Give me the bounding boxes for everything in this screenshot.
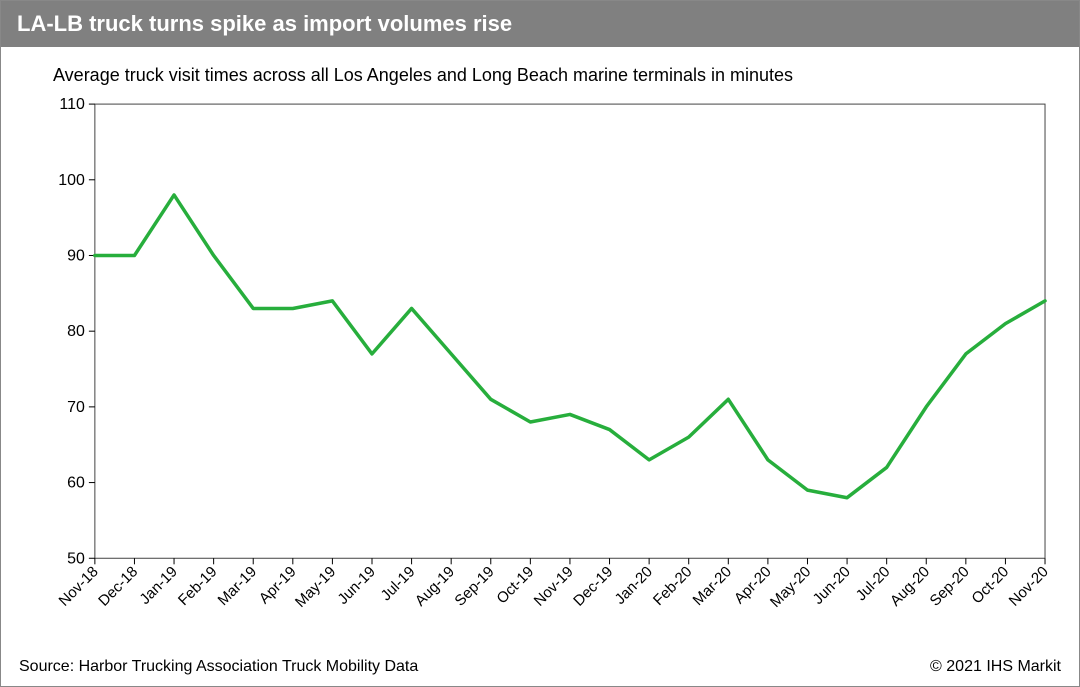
svg-text:Dec-19: Dec-19 <box>570 563 616 610</box>
svg-text:60: 60 <box>67 474 85 492</box>
svg-text:Nov-18: Nov-18 <box>56 563 102 610</box>
svg-text:Nov-20: Nov-20 <box>1006 563 1052 610</box>
svg-text:Feb-19: Feb-19 <box>175 563 220 609</box>
svg-text:Aug-19: Aug-19 <box>412 563 458 610</box>
svg-text:Jun-19: Jun-19 <box>334 563 378 608</box>
svg-text:Aug-20: Aug-20 <box>887 563 933 610</box>
svg-text:Jun-20: Jun-20 <box>810 563 854 608</box>
svg-text:Mar-19: Mar-19 <box>215 563 260 609</box>
svg-text:Mar-20: Mar-20 <box>690 563 735 609</box>
copyright-text: © 2021 IHS Markit <box>930 658 1061 676</box>
svg-text:Nov-19: Nov-19 <box>531 563 577 610</box>
svg-text:Oct-20: Oct-20 <box>969 563 1013 607</box>
source-text: Source: Harbor Trucking Association Truc… <box>19 658 418 676</box>
svg-text:70: 70 <box>67 398 85 416</box>
svg-text:Feb-20: Feb-20 <box>650 563 695 609</box>
chart-svg-wrap: 50 60 70 80 90 100 110 Nov-18Dec-18Jan-19Feb-19… <box>25 94 1055 639</box>
chart-container: LA-LB truck turns spike as import volume… <box>0 0 1080 687</box>
svg-text:May-19: May-19 <box>292 563 339 611</box>
svg-text:Oct-19: Oct-19 <box>493 563 537 607</box>
chart-footer: Source: Harbor Trucking Association Truc… <box>1 650 1079 686</box>
chart-title: LA-LB truck turns spike as import volume… <box>17 11 512 36</box>
svg-text:50: 50 <box>67 549 85 567</box>
chart-subtitle: Average truck visit times across all Los… <box>53 65 1055 86</box>
svg-text:90: 90 <box>67 246 85 264</box>
svg-text:80: 80 <box>67 322 85 340</box>
svg-text:110: 110 <box>59 95 85 113</box>
svg-text:Sep-20: Sep-20 <box>927 563 973 610</box>
svg-text:May-20: May-20 <box>767 563 814 611</box>
svg-text:100: 100 <box>58 171 85 189</box>
chart-area: Average truck visit times across all Los… <box>1 47 1079 650</box>
svg-text:Dec-18: Dec-18 <box>95 563 141 610</box>
svg-text:Sep-19: Sep-19 <box>451 563 497 610</box>
line-chart-svg: 50 60 70 80 90 100 110 Nov-18Dec-18Jan-19Feb-19… <box>25 94 1055 639</box>
svg-text:Jan-20: Jan-20 <box>612 563 656 608</box>
chart-title-bar: LA-LB truck turns spike as import volume… <box>1 1 1079 47</box>
svg-text:Jan-19: Jan-19 <box>137 563 181 608</box>
